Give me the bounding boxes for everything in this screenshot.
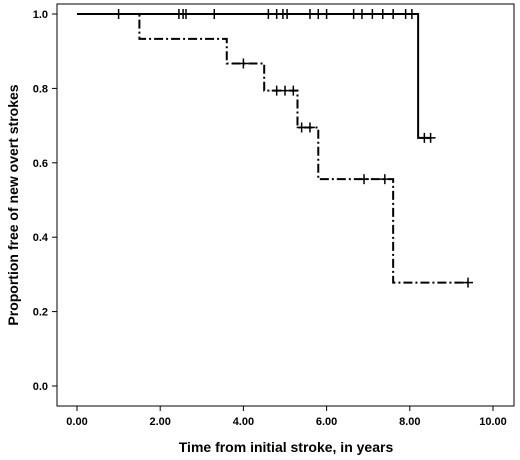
censor-mark (282, 9, 293, 19)
x-tick-label: 6.00 (316, 416, 337, 428)
censor-mark (388, 9, 399, 19)
x-tick-label: 10.00 (479, 416, 507, 428)
y-tick-label: 0.0 (33, 381, 48, 393)
y-tick-label: 0.2 (33, 307, 48, 319)
censor-mark (379, 174, 390, 185)
y-axis: 0.0 0.2 0.4 0.6 0.8 1.0 (33, 9, 57, 393)
y-axis-label: Proportion free of new overt strokes (5, 84, 21, 325)
censor-mark (367, 9, 378, 19)
plot-frame (56, 3, 515, 407)
x-tick-label: 0.00 (66, 416, 87, 428)
censor-mark (463, 277, 474, 288)
y-tick-label: 1.0 (33, 9, 48, 21)
censor-mark (406, 9, 417, 19)
censor-mark (209, 9, 220, 19)
censor-mark (180, 9, 191, 19)
series-line-2 (77, 13, 469, 284)
series-layer (77, 9, 474, 288)
series-line-1 (77, 13, 431, 139)
censor-mark (359, 174, 370, 185)
x-tick-label: 4.00 (233, 416, 254, 428)
x-axis: 0.00 2.00 4.00 6.00 8.00 10.00 (66, 406, 507, 428)
y-tick-label: 0.8 (33, 83, 48, 95)
censor-mark (238, 58, 249, 69)
y-tick-label: 0.6 (33, 158, 48, 170)
censor-mark (425, 132, 436, 143)
x-tick-label: 8.00 (399, 416, 420, 428)
censor-mark (377, 9, 388, 19)
x-axis-label: Time from initial stroke, in years (179, 439, 394, 455)
censor-mark (304, 122, 315, 133)
censor-mark (356, 9, 367, 19)
y-tick-label: 0.4 (33, 232, 49, 244)
x-tick-label: 2.00 (149, 416, 170, 428)
censor-mark (288, 85, 299, 96)
censor-mark (321, 9, 332, 19)
